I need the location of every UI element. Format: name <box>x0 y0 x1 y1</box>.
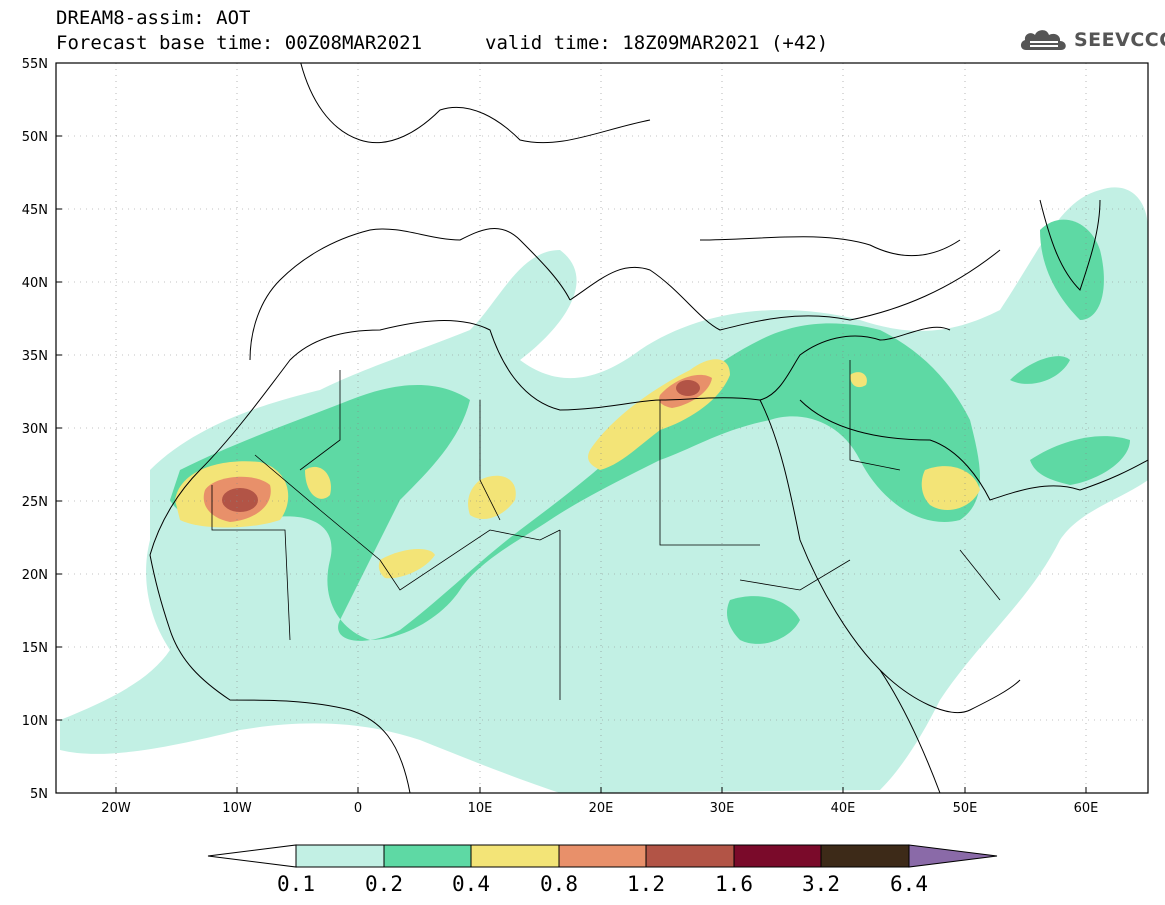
colorbar-label: 6.4 <box>890 872 928 896</box>
lat-label: 35N <box>22 349 48 364</box>
colorbar-swatch <box>470 844 560 868</box>
colorbar-label: 0.4 <box>452 872 490 896</box>
axis-ticks <box>56 62 1087 793</box>
lat-label: 45N <box>22 203 48 218</box>
aot-level-0.2 <box>170 219 1130 644</box>
colorbar-label: 0.8 <box>540 872 578 896</box>
lon-label: 20W <box>101 801 131 816</box>
borders <box>211 360 1001 700</box>
colorbar-swatch <box>558 844 647 868</box>
valid-time: valid time: 18Z09MAR2021 (+42) <box>485 32 829 54</box>
lat-label: 50N <box>22 130 48 145</box>
colorbar-label: 3.2 <box>802 872 840 896</box>
lon-label: 20E <box>589 801 614 816</box>
colorbar-label: 0.1 <box>277 872 315 896</box>
lat-label: 40N <box>22 276 48 291</box>
colorbar-label: 1.2 <box>627 872 665 896</box>
lat-labels: 55N 50N 45N 40N 35N 30N 25N 20N 15N 10N … <box>22 57 48 802</box>
logo-text: SEEVCCC <box>1074 29 1165 51</box>
lat-label: 55N <box>22 57 48 72</box>
coastlines <box>149 63 1148 793</box>
aot-level-1.2 <box>222 380 700 512</box>
colorbar-label: 1.6 <box>715 872 753 896</box>
lat-label: 10N <box>22 714 48 729</box>
colorbar-high-arrow <box>908 844 998 868</box>
lat-label: 15N <box>22 641 48 656</box>
lon-label: 0 <box>354 801 362 816</box>
lon-label: 10E <box>468 801 493 816</box>
lat-label: 20N <box>22 568 48 583</box>
colorbar-low-arrow <box>207 844 297 868</box>
lon-label: 60E <box>1074 801 1099 816</box>
lat-label: 30N <box>22 422 48 437</box>
lon-label: 10W <box>222 801 252 816</box>
graticule <box>56 63 1148 793</box>
map-title: DREAM8-assim: AOT <box>56 7 251 29</box>
colorbar-swatch <box>820 844 910 868</box>
colorbar-swatch <box>733 844 822 868</box>
lon-label: 50E <box>953 801 978 816</box>
colorbar-swatch <box>295 844 385 868</box>
colorbar-swatch <box>645 844 735 868</box>
seevccc-logo: SEEVCCC <box>1018 26 1165 54</box>
lon-label: 40E <box>831 801 856 816</box>
lat-label: 25N <box>22 495 48 510</box>
lon-label: 30E <box>710 801 735 816</box>
cloud-icon <box>1020 30 1066 50</box>
forecast-base-time: Forecast base time: 00Z08MAR2021 <box>56 32 423 54</box>
colorbar-swatch <box>383 844 472 868</box>
lat-label: 5N <box>30 787 48 802</box>
lon-labels: 20W 10W 0 10E 20E 30E 40E 50E 60E <box>101 801 1098 816</box>
colorbar-label: 0.2 <box>365 872 403 896</box>
colorbar <box>207 844 998 868</box>
